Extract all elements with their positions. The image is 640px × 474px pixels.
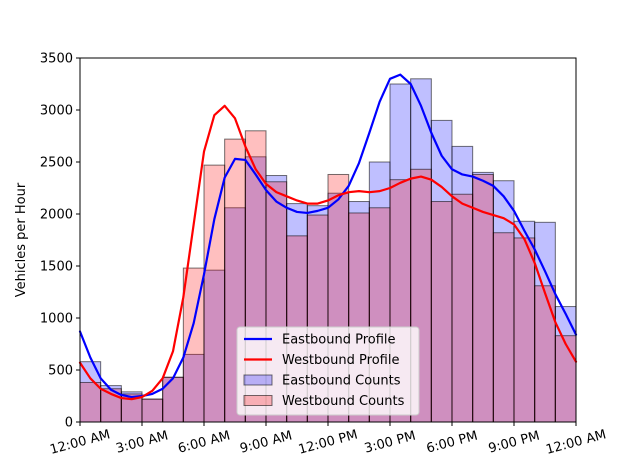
y-axis: 0 500 1000 1500 2000 2500 3000 3500 [40,52,80,431]
y-tick-label: 2500 [40,156,73,171]
x-axis: 12:00 AM 3:00 AM 6:00 AM 9:00 AM 12:00 PM 3:0… [48,422,608,458]
x-tick-label: 6:00 AM [176,428,231,456]
x-tick-label: 12:00 AM [544,427,607,457]
westbound-counts-bar [451,193,474,423]
westbound-counts-bar [430,201,453,423]
x-tick-label: 6:00 PM [425,429,479,457]
legend-box [236,326,420,416]
westbound-counts-bar [162,376,184,423]
y-tick-label: 1500 [40,260,73,275]
westbound-counts-bar [554,335,577,423]
eastbound-profile-legend-label: Eastbound Profile [282,333,396,348]
x-tick-label: 3:00 PM [363,429,417,457]
y-tick-label: 0 [65,416,73,431]
westbound-counts-bar [79,381,102,423]
x-tick-label: 3:00 AM [114,428,169,456]
x-tick-label: 9:00 PM [487,429,541,457]
x-tick-label: 12:00 PM [297,428,359,458]
westbound-counts-bar [141,398,164,423]
y-tick-label: 500 [48,364,73,379]
westbound-counts-legend-label: Westbound Counts [282,394,405,409]
westbound-counts-bar [534,285,556,423]
profile-lines [78,73,578,401]
y-tick-label: 1000 [40,312,73,327]
westbound-counts-bar [492,232,515,423]
legend: Eastbound Profile Westbound Profile Eastbo… [236,326,420,416]
westbound-counts-bar [513,237,536,423]
westbound-counts-bar [203,164,226,423]
eastbound-profile-line [78,73,578,399]
y-tick-label: 2000 [40,208,73,223]
westbound-profile-line [78,104,578,401]
westbound-profile-legend-label: Westbound Profile [282,353,399,368]
y-axis-label: Vehicles per Hour [14,182,29,297]
x-tick-label: 12:00 AM [48,427,111,457]
eastbound-counts-legend-label: Eastbound Counts [282,374,401,389]
y-tick-label: 3500 [40,52,73,67]
y-tick-label: 3000 [40,104,73,119]
westbound-counts-legend-swatch [243,395,273,406]
x-tick-label: 9:00 AM [238,428,293,456]
eastbound-counts-legend-swatch [243,374,273,386]
